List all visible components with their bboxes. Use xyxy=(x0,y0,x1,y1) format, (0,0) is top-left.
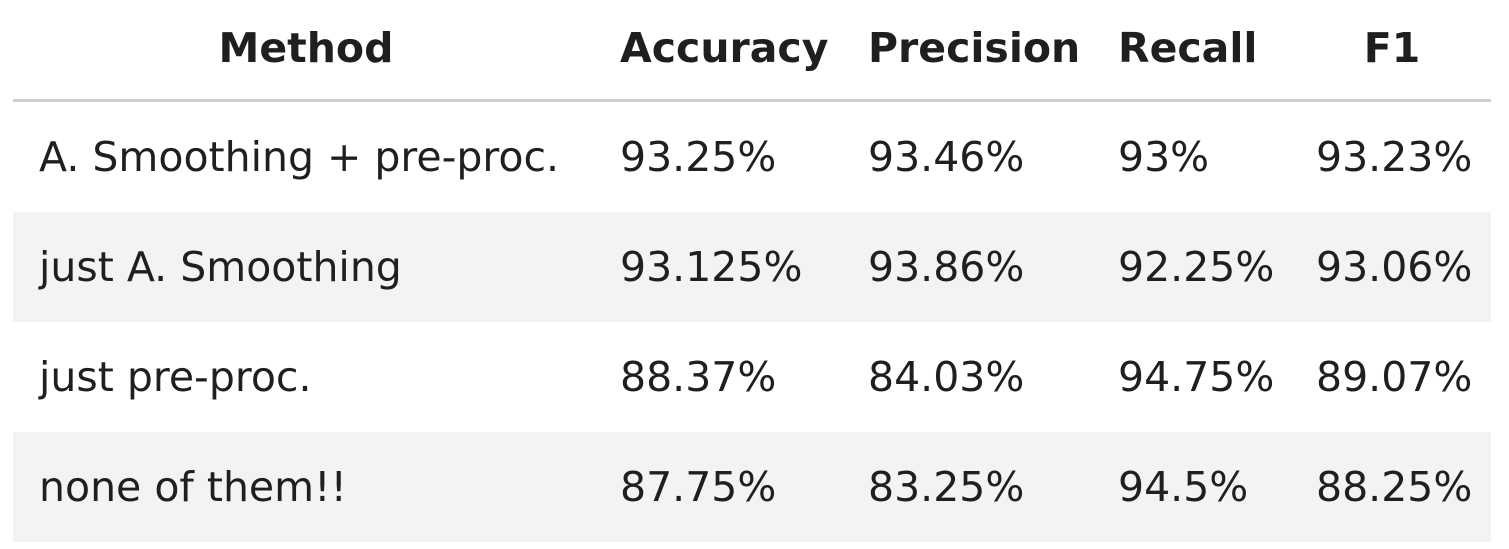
cell-f1: 88.25% xyxy=(1316,463,1473,511)
header-f1: F1 xyxy=(1363,24,1421,72)
cell-precision: 84.03% xyxy=(868,353,1025,401)
cell-f1: 89.07% xyxy=(1316,353,1473,401)
table-header: Method Accuracy Precision Recall F1 xyxy=(13,0,1491,102)
header-recall: Recall xyxy=(1118,24,1258,72)
cell-accuracy: 93.125% xyxy=(620,243,803,291)
cell-precision: 83.25% xyxy=(868,463,1025,511)
header-method: Method xyxy=(218,24,394,72)
cell-method: A. Smoothing + pre-proc. xyxy=(39,133,560,181)
cell-recall: 94.75% xyxy=(1118,353,1275,401)
table-row: just pre-proc. 88.37% 84.03% 94.75% 89.0… xyxy=(13,322,1491,432)
cell-accuracy: 88.37% xyxy=(620,353,777,401)
cell-recall: 92.25% xyxy=(1118,243,1275,291)
cell-method: just pre-proc. xyxy=(39,353,312,401)
table-row: just A. Smoothing 93.125% 93.86% 92.25% … xyxy=(13,212,1491,322)
cell-f1: 93.23% xyxy=(1316,133,1473,181)
header-precision: Precision xyxy=(868,24,1081,72)
header-accuracy: Accuracy xyxy=(620,24,829,72)
table-row: none of them!! 87.75% 83.25% 94.5% 88.25… xyxy=(13,432,1491,542)
cell-recall: 93% xyxy=(1118,133,1210,181)
results-table: Method Accuracy Precision Recall F1 A. S… xyxy=(13,0,1491,542)
cell-method: none of them!! xyxy=(39,463,347,511)
cell-f1: 93.06% xyxy=(1316,243,1473,291)
cell-precision: 93.86% xyxy=(868,243,1025,291)
cell-method: just A. Smoothing xyxy=(39,243,402,291)
table-row: A. Smoothing + pre-proc. 93.25% 93.46% 9… xyxy=(13,102,1491,212)
cell-recall: 94.5% xyxy=(1118,463,1249,511)
cell-accuracy: 87.75% xyxy=(620,463,777,511)
cell-accuracy: 93.25% xyxy=(620,133,777,181)
cell-precision: 93.46% xyxy=(868,133,1025,181)
